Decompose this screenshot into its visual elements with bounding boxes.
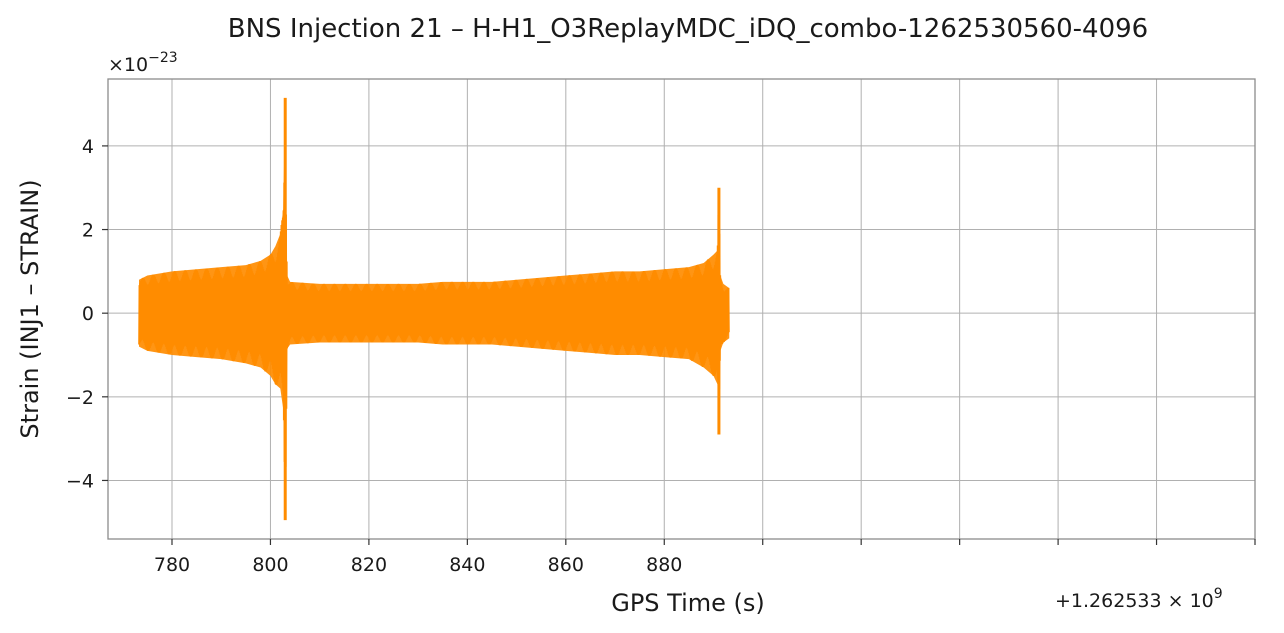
x-tick-label: 880	[646, 554, 682, 576]
y-scale-base: ×10	[108, 54, 148, 76]
plot-frame	[107, 78, 1256, 540]
x-tick-label: 860	[548, 554, 584, 576]
x-tick-label: 840	[449, 554, 485, 576]
y-tick-label: 0	[82, 303, 94, 325]
x-tick-label: 800	[252, 554, 288, 576]
x-offset-base: +1.262533 × 10	[1055, 590, 1214, 612]
x-offset-label: +1.262533 × 109	[1055, 586, 1223, 612]
y-tick-label: −4	[66, 470, 94, 492]
x-axis-label: GPS Time (s)	[611, 589, 765, 617]
tick-layer: 780 800 820 840 860 880 −4 −2 0 2 4	[66, 136, 1256, 576]
y-axis-label: Strain (INJ1 – STRAIN)	[16, 179, 44, 438]
x-offset-exponent: 9	[1214, 586, 1223, 602]
y-scale-label: ×10−23	[108, 50, 178, 76]
y-scale-exponent: −23	[148, 50, 178, 66]
x-tick-label: 780	[154, 554, 190, 576]
x-tick-label: 820	[351, 554, 387, 576]
y-tick-label: 4	[82, 136, 94, 158]
series-line	[138, 158, 730, 507]
y-tick-label: −2	[66, 387, 94, 409]
y-tick-label: 2	[82, 220, 94, 242]
chart-title: BNS Injection 21 – H-H1_O3ReplayMDC_iDQ_…	[228, 14, 1148, 44]
series-layer	[138, 97, 730, 521]
